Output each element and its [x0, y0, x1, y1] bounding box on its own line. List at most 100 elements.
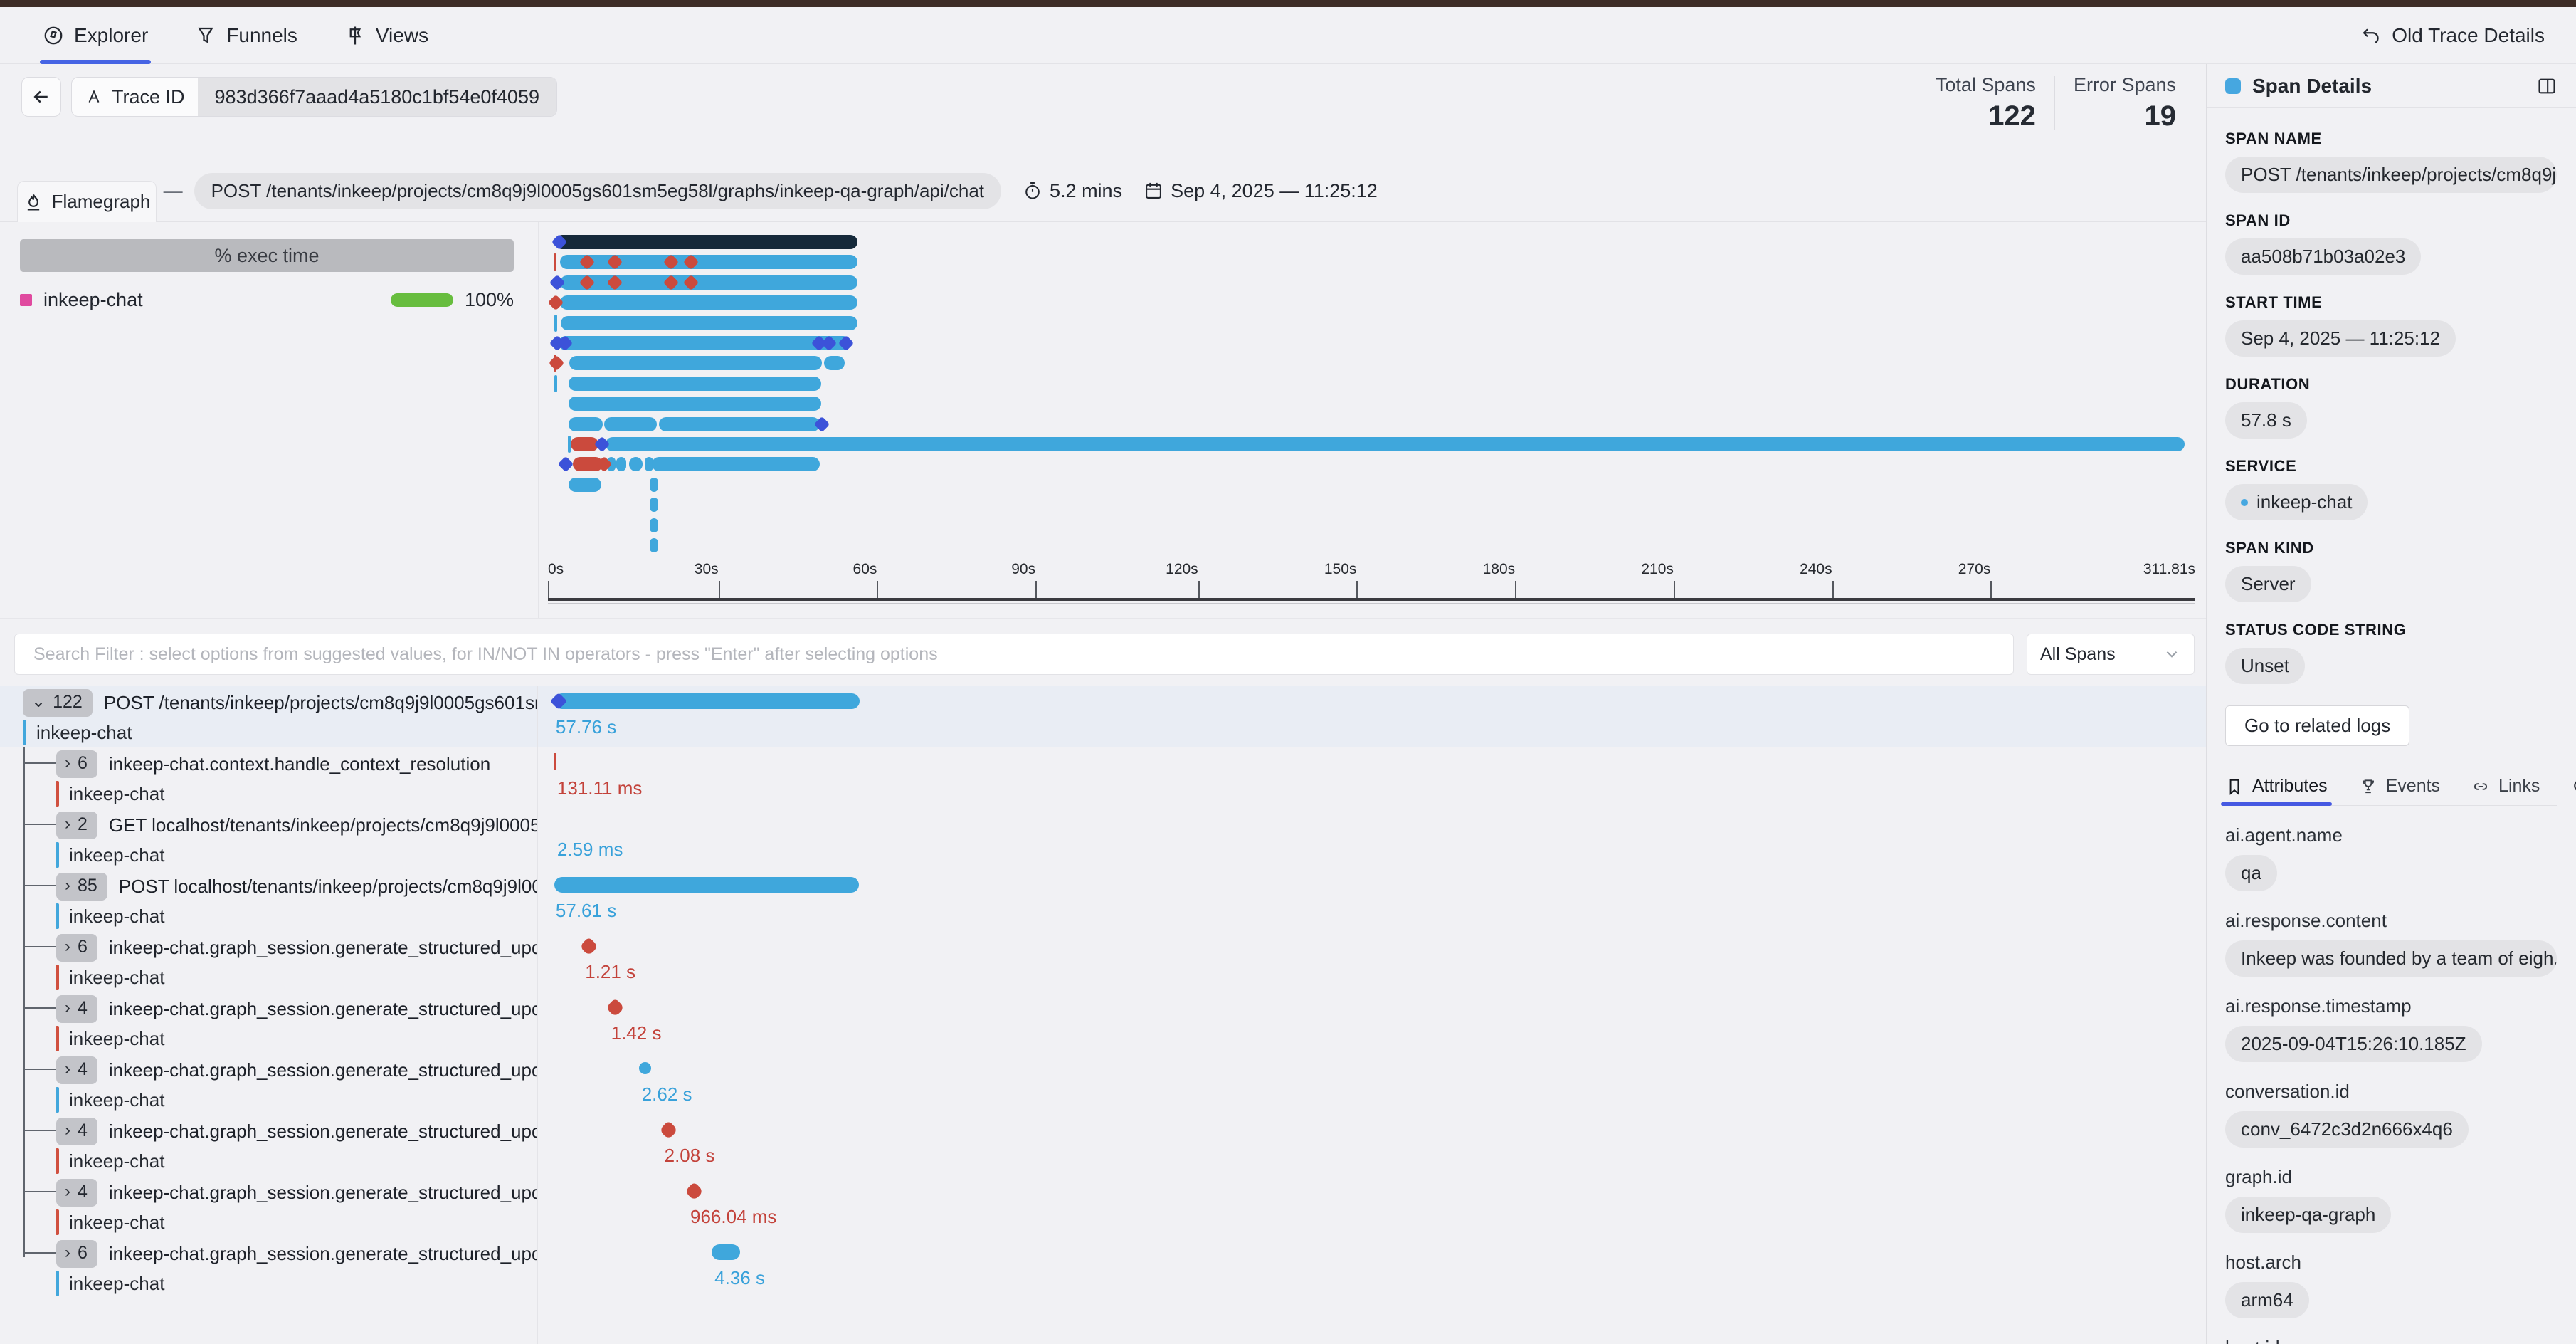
panel-toggle-icon[interactable]: [2536, 76, 2557, 96]
go-to-related-logs-button[interactable]: Go to related logs: [2225, 705, 2410, 746]
span-tick: [554, 374, 558, 392]
trace-id-chip[interactable]: Trace ID 983d366f7aaad4a5180c1bf54e0f405…: [71, 77, 557, 117]
axis-tick-mark: [877, 581, 879, 598]
flame-span-bar[interactable]: [555, 235, 858, 249]
exec-percent-value: 100%: [464, 289, 514, 310]
old-trace-details-button[interactable]: Old Trace Details: [2360, 24, 2545, 47]
span-row[interactable]: › 6 inkeep-chat.context.handle_context_res…: [0, 747, 2206, 809]
attribute-value-pill[interactable]: Inkeep was founded by a team of eigh...: [2225, 940, 2557, 977]
attribute-value-pill[interactable]: 2025-09-04T15:26:10.185Z: [2225, 1026, 2482, 1062]
tree-connector: [25, 885, 56, 886]
flame-row: [548, 538, 2195, 552]
flame-span-bar[interactable]: [652, 457, 820, 472]
expand-badge[interactable]: › 6: [56, 750, 97, 778]
tab-flamegraph[interactable]: Flamegraph: [17, 181, 157, 222]
attribute-value-pill[interactable]: inkeep-qa-graph: [2225, 1197, 2392, 1233]
flame-span-bar[interactable]: [644, 457, 653, 472]
span-row[interactable]: › 4 inkeep-chat.graph_session.generate_str…: [0, 992, 2206, 1054]
span-scope-select[interactable]: All Spans: [2027, 634, 2195, 675]
flame-span-bar[interactable]: [572, 457, 603, 472]
service-status-border: [56, 903, 59, 929]
separator: —: [163, 179, 183, 201]
back-button[interactable]: [21, 77, 61, 117]
tab-views[interactable]: Views: [344, 7, 428, 63]
flame-span-bar[interactable]: [569, 356, 822, 371]
flame-span-bar[interactable]: [658, 416, 820, 431]
expand-badge[interactable]: › 4: [56, 1117, 97, 1145]
expand-badge[interactable]: ⌄ 122: [23, 688, 93, 717]
expand-badge[interactable]: › 4: [56, 994, 97, 1023]
field-value-pill[interactable]: inkeep-chat: [2225, 484, 2368, 520]
search-filter-input[interactable]: [14, 634, 2014, 675]
tab-funnels[interactable]: Funnels: [195, 7, 297, 63]
span-row[interactable]: › 4 inkeep-chat.graph_session.generate_str…: [0, 1115, 2206, 1176]
tab-attributes[interactable]: Attributes: [2221, 767, 2332, 806]
attribute-value-pill[interactable]: qa: [2225, 855, 2277, 891]
event-diamond-icon[interactable]: [548, 355, 565, 372]
endpoint-pill[interactable]: POST /tenants/inkeep/projects/cm8q9j9l00…: [194, 172, 1002, 209]
flame-span-bar[interactable]: [570, 437, 599, 451]
flame-span-bar[interactable]: [568, 416, 603, 431]
flame-span-bar[interactable]: [560, 295, 858, 310]
span-name-line: › 4 inkeep-chat.graph_session.generate_str…: [0, 994, 537, 1024]
flame-span-bar[interactable]: [824, 356, 845, 371]
expand-badge[interactable]: › 6: [56, 933, 97, 962]
expand-badge[interactable]: › 85: [56, 872, 107, 901]
field-value-pill[interactable]: POST /tenants/inkeep/projects/cm8q9j...: [2225, 157, 2557, 193]
legend-row[interactable]: inkeep-chat 100%: [20, 289, 514, 311]
span-row[interactable]: › 6 inkeep-chat.graph_session.generate_str…: [0, 1237, 2206, 1298]
span-timeline: 2.08 s: [548, 1115, 2195, 1176]
search-icon[interactable]: [2571, 777, 2576, 797]
span-row[interactable]: › 2 GET localhost/tenants/inkeep/projects/…: [0, 809, 2206, 870]
flame-span-bar[interactable]: [629, 457, 643, 472]
flame-span-bar[interactable]: [650, 498, 659, 513]
flame-span-bar[interactable]: [650, 518, 659, 532]
span-service-line: inkeep-chat: [56, 1086, 164, 1113]
expand-badge[interactable]: › 4: [56, 1178, 97, 1207]
tree-connector: [25, 1007, 56, 1009]
flame-span-bar[interactable]: [568, 397, 821, 411]
tree-connector: [25, 762, 56, 764]
span-row[interactable]: › 85 POST localhost/tenants/inkeep/project…: [0, 870, 2206, 931]
span-row[interactable]: › 4 inkeep-chat.graph_session.generate_str…: [0, 1176, 2206, 1237]
axis-tick-mark: [718, 581, 720, 598]
flame-span-bar[interactable]: [568, 477, 601, 492]
flame-span-bar[interactable]: [650, 538, 659, 552]
flame-span-bar[interactable]: [568, 376, 821, 391]
tab-explorer[interactable]: Explorer: [39, 7, 152, 64]
duration-bar[interactable]: [712, 1244, 741, 1260]
span-row[interactable]: › 6 inkeep-chat.graph_session.generate_str…: [0, 931, 2206, 992]
field-value-pill[interactable]: 57.8 s: [2225, 402, 2307, 439]
duration-bar[interactable]: [554, 693, 860, 709]
field-value-pill[interactable]: Server: [2225, 566, 2311, 602]
flame-span-bar[interactable]: [650, 477, 659, 492]
tab-links[interactable]: Links: [2471, 767, 2540, 805]
expand-badge[interactable]: › 6: [56, 1239, 97, 1268]
field-value-pill[interactable]: aa508b71b03a02e3: [2225, 238, 2422, 275]
expand-badge[interactable]: › 2: [56, 811, 97, 839]
field-value-pill[interactable]: Unset: [2225, 648, 2305, 684]
flame-span-bar[interactable]: [558, 336, 850, 350]
span-row[interactable]: ⌄ 122 POST /tenants/inkeep/projects/cm8q9j…: [0, 686, 2206, 747]
flame-span-bar[interactable]: [560, 255, 858, 270]
field-label: SERVICE: [2225, 457, 2297, 475]
expand-badge[interactable]: › 4: [56, 1056, 97, 1084]
duration-bar[interactable]: [554, 877, 859, 893]
event-diamond-icon[interactable]: [557, 456, 574, 473]
link-icon: [2471, 777, 2490, 796]
flame-span-bar[interactable]: [560, 275, 858, 290]
span-row[interactable]: › 4 inkeep-chat.graph_session.generate_str…: [0, 1054, 2206, 1115]
attribute-value-pill[interactable]: arm64: [2225, 1282, 2309, 1318]
flame-span-bar[interactable]: [604, 416, 657, 431]
trace-header: Trace ID 983d366f7aaad4a5180c1bf54e0f405…: [0, 64, 2206, 209]
flame-span-bar[interactable]: [616, 457, 626, 472]
span-tick: [553, 253, 556, 271]
field-value-pill[interactable]: Sep 4, 2025 — 11:25:12: [2225, 320, 2456, 357]
flame-span-bar[interactable]: [560, 315, 858, 330]
tab-events[interactable]: Events: [2359, 767, 2440, 805]
flame-row: [548, 518, 2195, 532]
span-name: inkeep-chat.graph_session.generate_struc…: [108, 1059, 537, 1081]
attribute-value-pill[interactable]: conv_6472c3d2n666x4q6: [2225, 1111, 2469, 1148]
flame-span-bar[interactable]: [605, 437, 2185, 451]
tree-connector: [25, 824, 56, 825]
